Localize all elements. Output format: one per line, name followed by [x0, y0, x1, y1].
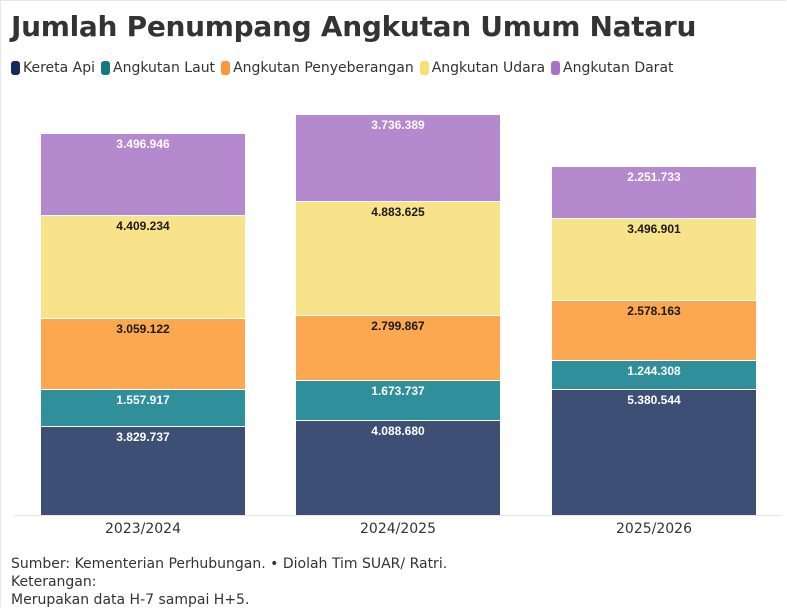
- data-label: 4.088.680: [371, 423, 425, 438]
- bar-segment-angkutan-darat[interactable]: 3.496.946: [41, 133, 245, 215]
- bar-segment-kereta-api[interactable]: 4.088.680: [296, 419, 500, 515]
- bar-segment-angkutan-laut[interactable]: 1.244.308: [552, 360, 756, 390]
- keterangan-label: Keterangan:: [11, 574, 97, 590]
- x-axis-tick-label: 2023/2024: [105, 521, 181, 537]
- data-label: 1.244.308: [627, 364, 681, 379]
- legend-label: Angkutan Penyeberangan: [233, 60, 414, 76]
- x-axis-labels: 2023/2024 2024/2025 2025/2026: [14, 521, 782, 539]
- data-label: 3.496.946: [116, 137, 170, 152]
- bar-segment-angkutan-penyeberangan[interactable]: 2.799.867: [296, 315, 500, 381]
- legend-item-kereta-api[interactable]: Kereta Api: [11, 60, 95, 76]
- data-label: 2.578.163: [627, 304, 681, 319]
- legend-label: Kereta Api: [23, 60, 96, 76]
- description-note: Merupakan data H-7 sampai H+5.: [11, 592, 250, 608]
- legend-swatch-icon: [11, 61, 20, 75]
- bar-segment-angkutan-udara[interactable]: 3.496.901: [552, 218, 756, 301]
- data-label: 2.799.867: [371, 319, 425, 334]
- x-axis-tick-label: 2024/2025: [360, 521, 436, 537]
- data-label: 2.251.733: [627, 169, 681, 184]
- bar-segment-angkutan-penyeberangan[interactable]: 3.059.122: [41, 317, 245, 390]
- data-label: 5.380.544: [627, 393, 681, 408]
- data-label: 3.736.389: [371, 117, 425, 132]
- bar-segment-angkutan-laut[interactable]: 1.557.917: [41, 389, 245, 426]
- bar-segment-angkutan-laut[interactable]: 1.673.737: [296, 380, 500, 420]
- bar-segment-angkutan-udara[interactable]: 4.409.234: [41, 214, 245, 318]
- legend-swatch-icon: [551, 61, 561, 75]
- legend-label: Angkutan Laut: [113, 60, 216, 76]
- bar-2024-2025: 4.088.680 1.673.737 2.799.867 4.883.625 3.73…: [296, 113, 500, 515]
- bar-segment-kereta-api[interactable]: 3.829.737: [41, 425, 245, 515]
- source-note: Sumber: Kementerian Perhubungan. • Diola…: [11, 556, 448, 572]
- chart-title: Jumlah Penumpang Angkutan Umum Nataru: [11, 10, 697, 43]
- data-label: 3.496.901: [627, 222, 681, 237]
- chart-notes: Sumber: Kementerian Perhubungan. • Diola…: [11, 555, 447, 609]
- legend-swatch-icon: [101, 61, 111, 75]
- data-label: 4.409.234: [116, 218, 170, 233]
- data-label: 1.673.737: [371, 384, 425, 399]
- legend-item-angkutan-laut[interactable]: Angkutan Laut: [101, 60, 215, 76]
- legend-swatch-icon: [221, 61, 231, 75]
- legend-item-angkutan-udara[interactable]: Angkutan Udara: [419, 60, 546, 76]
- x-axis-tick-label: 2025/2026: [616, 521, 692, 537]
- data-label: 1.557.917: [116, 393, 170, 408]
- bar-segment-angkutan-darat[interactable]: 2.251.733: [552, 165, 756, 219]
- bar-segment-angkutan-udara[interactable]: 4.883.625: [296, 201, 500, 316]
- data-label: 3.829.737: [116, 429, 170, 444]
- bar-segment-kereta-api[interactable]: 5.380.544: [552, 389, 756, 515]
- legend-item-angkutan-darat[interactable]: Angkutan Darat: [551, 60, 674, 76]
- bar-2025-2026: 5.380.544 1.244.308 2.578.163 3.496.901 2.25…: [552, 165, 756, 515]
- data-label: 3.059.122: [116, 321, 170, 336]
- x-axis-line: [14, 515, 782, 516]
- bar-segment-angkutan-darat[interactable]: 3.736.389: [296, 113, 500, 202]
- plot-area: 3.829.737 1.557.917 3.059.122 4.409.234 3.49…: [14, 90, 782, 516]
- legend-label: Angkutan Udara: [431, 60, 546, 76]
- legend: Kereta Api Angkutan Laut Angkutan Penyeb…: [11, 60, 680, 76]
- bar-segment-angkutan-penyeberangan[interactable]: 2.578.163: [552, 300, 756, 361]
- data-label: 4.883.625: [371, 205, 425, 220]
- legend-swatch-icon: [419, 61, 429, 75]
- bar-2023-2024: 3.829.737 1.557.917 3.059.122 4.409.234 3.49…: [41, 133, 245, 515]
- legend-label: Angkutan Darat: [563, 60, 674, 76]
- legend-item-angkutan-penyeberangan[interactable]: Angkutan Penyeberangan: [221, 60, 414, 76]
